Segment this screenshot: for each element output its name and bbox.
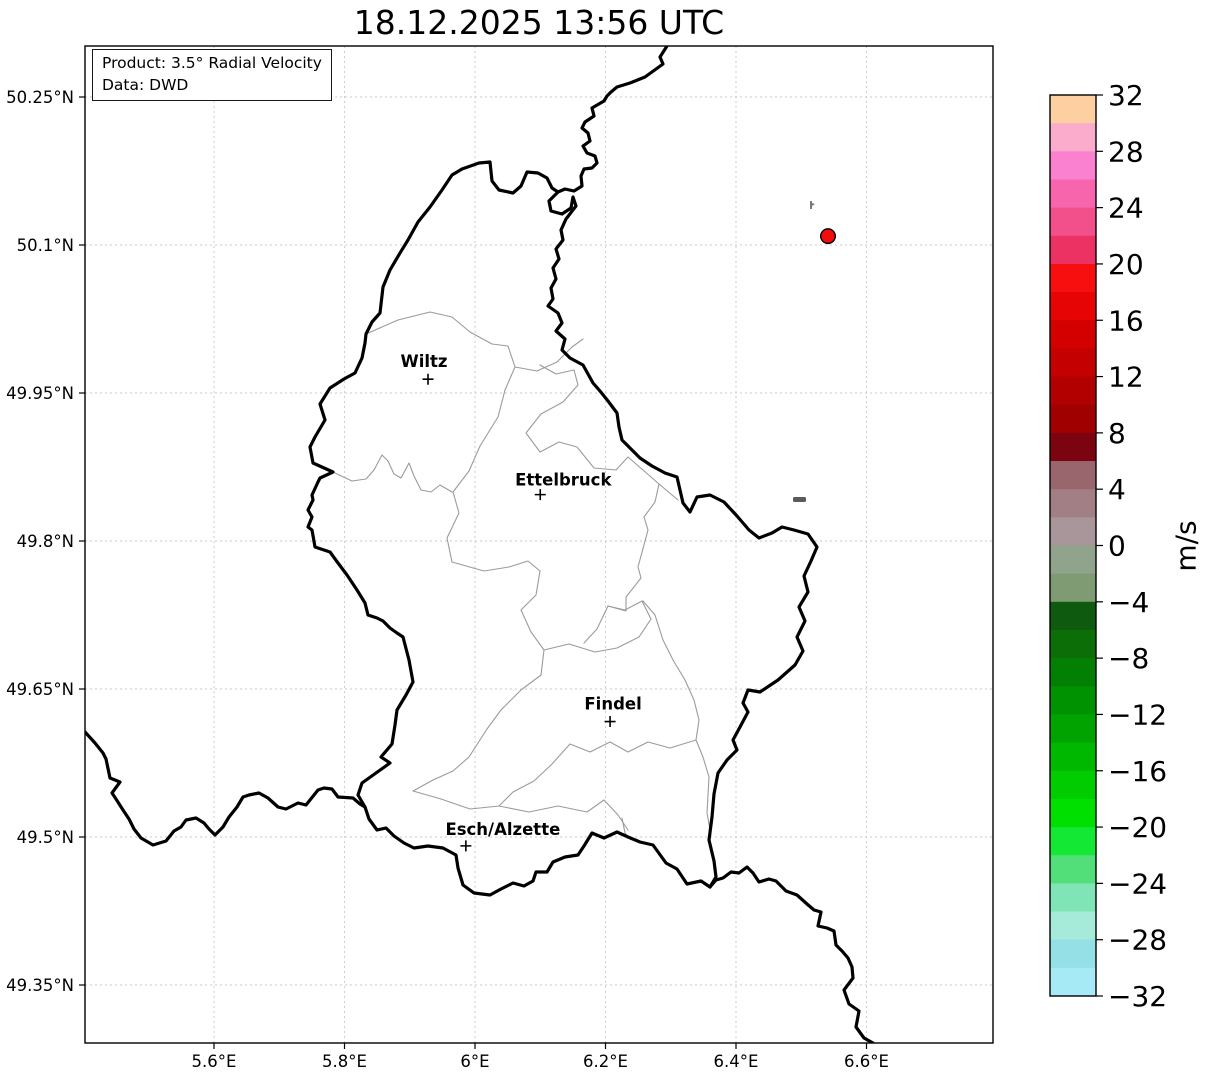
city-marker xyxy=(534,489,546,501)
overlay-layer: Wiltz Ettelbruck Findel Esch/Alzette 32 28 24 2… xyxy=(401,79,1168,1013)
colorbar-segment xyxy=(1050,179,1096,209)
colorbar-segment xyxy=(1050,292,1096,321)
y-tick-label: 50.25°N xyxy=(6,88,74,107)
colorbar-tick-label: −8 xyxy=(1108,642,1149,675)
radar-echo-mark xyxy=(810,201,815,209)
france-belgium-border xyxy=(85,730,367,847)
colorbar-segment xyxy=(1050,545,1096,575)
radar-observation-dot xyxy=(820,228,837,245)
colorbar-segment xyxy=(1050,911,1096,941)
colorbar-tick-label: 28 xyxy=(1108,135,1144,168)
colorbar-segment xyxy=(1050,629,1096,659)
colorbar-segment xyxy=(1050,714,1096,744)
city-label: Esch/Alzette xyxy=(445,820,560,839)
colorbar-segment xyxy=(1050,207,1096,237)
colorbar-segment xyxy=(1050,855,1096,884)
colorbar-segment xyxy=(1050,967,1096,997)
colorbar-tick-label: 24 xyxy=(1108,192,1144,225)
canton-boundary xyxy=(365,311,516,368)
canton-boundary xyxy=(543,600,652,653)
canton-boundary xyxy=(525,364,679,501)
colorbar-tick-label: 4 xyxy=(1108,473,1126,506)
city-marker xyxy=(422,373,434,385)
colorbar-segment xyxy=(1050,489,1096,518)
colorbar-tick-label: −24 xyxy=(1108,867,1167,900)
colorbar-segment xyxy=(1050,939,1096,969)
city-label: Ettelbruck xyxy=(515,471,612,490)
colorbar-tick-label: 12 xyxy=(1108,361,1144,394)
y-tick-label: 49.8°N xyxy=(17,532,74,551)
x-tick-label: 6.6°E xyxy=(844,1052,889,1071)
colorbar-segment xyxy=(1050,770,1096,800)
x-tick-label: 5.6°E xyxy=(192,1052,237,1071)
canton-boundary xyxy=(498,739,697,807)
colorbar-unit-label: m/s xyxy=(1169,520,1203,572)
colorbar-tick-label: 0 xyxy=(1108,530,1126,563)
colorbar-segment xyxy=(1050,348,1096,378)
colorbar-segment xyxy=(1050,658,1096,687)
colorbar-segment xyxy=(1050,263,1096,293)
city-marker xyxy=(604,716,616,728)
x-tick-label: 6.4°E xyxy=(714,1052,759,1071)
product-line: Product: 3.5° Radial Velocity xyxy=(102,54,322,72)
city-label: Findel xyxy=(584,695,641,714)
colorbar-segment xyxy=(1050,517,1096,547)
colorbar-segment xyxy=(1050,151,1096,181)
belgium-germany-border xyxy=(556,46,669,194)
colorbar-tick-label: 32 xyxy=(1108,79,1144,112)
colorbar-segment xyxy=(1050,95,1096,124)
canton-boundary xyxy=(607,483,660,612)
colorbar-segment xyxy=(1050,432,1096,462)
colorbar-tick-label: −32 xyxy=(1108,980,1167,1013)
colorbar-segment xyxy=(1050,601,1096,631)
colorbar-tick-label: −12 xyxy=(1108,698,1167,731)
colorbar-tick-label: 16 xyxy=(1108,304,1144,337)
colorbar-segment xyxy=(1050,827,1096,856)
colorbar-tick-label: −4 xyxy=(1108,586,1149,619)
y-tick-label: 49.65°N xyxy=(6,680,74,699)
city-label: Wiltz xyxy=(401,352,448,371)
colorbar-segment xyxy=(1050,742,1096,772)
colorbar-segment xyxy=(1050,686,1096,716)
map-layer xyxy=(85,46,875,1043)
canton-boundary xyxy=(412,790,629,831)
colorbar-tick-label: 8 xyxy=(1108,417,1126,450)
canton-boundary xyxy=(334,454,453,493)
axes-frame xyxy=(84,45,994,1044)
canton-boundary xyxy=(514,338,584,372)
figure-title: 18.12.2025 13:56 UTC xyxy=(353,3,725,42)
colorbar-segment xyxy=(1050,123,1096,152)
grid-layer: 5.6°E 5.8°E 6°E 6.2°E 6.4°E 6.6°E 50.25°N 50.1°… xyxy=(6,46,993,1071)
canton-boundary xyxy=(446,366,516,563)
colorbar-segment xyxy=(1050,235,1096,265)
canton-boundary xyxy=(642,600,712,836)
x-tick-label: 5.8°E xyxy=(322,1052,367,1071)
colorbar-tick-label: −16 xyxy=(1108,755,1167,788)
y-tick-label: 50.1°N xyxy=(17,236,74,255)
x-tick-label: 6°E xyxy=(460,1052,489,1071)
x-tick-label: 6.2°E xyxy=(583,1052,628,1071)
colorbar-tick-label: 20 xyxy=(1108,248,1144,281)
colorbar-segment xyxy=(1050,883,1096,913)
luxembourg-border xyxy=(306,160,819,897)
colorbar-segment xyxy=(1050,320,1096,350)
colorbar-segment xyxy=(1050,376,1096,406)
canton-boundary xyxy=(412,560,545,792)
colorbar-segment xyxy=(1050,461,1096,490)
colorbar-segment xyxy=(1050,573,1096,603)
y-tick-label: 49.5°N xyxy=(17,828,74,847)
radar-echo-mark xyxy=(793,497,806,502)
colorbar-tick-label: −20 xyxy=(1108,811,1167,844)
colorbar-segment xyxy=(1050,404,1096,434)
france-germany-border xyxy=(708,865,875,1043)
city-marker xyxy=(460,840,472,852)
data-source-line: Data: DWD xyxy=(102,76,189,94)
colorbar-segment xyxy=(1050,798,1096,828)
product-info-box: Product: 3.5° Radial Velocity Data: DWD xyxy=(92,49,332,101)
y-tick-label: 49.35°N xyxy=(6,976,74,995)
y-tick-label: 49.95°N xyxy=(6,384,74,403)
colorbar-tick-label: −28 xyxy=(1108,924,1167,957)
